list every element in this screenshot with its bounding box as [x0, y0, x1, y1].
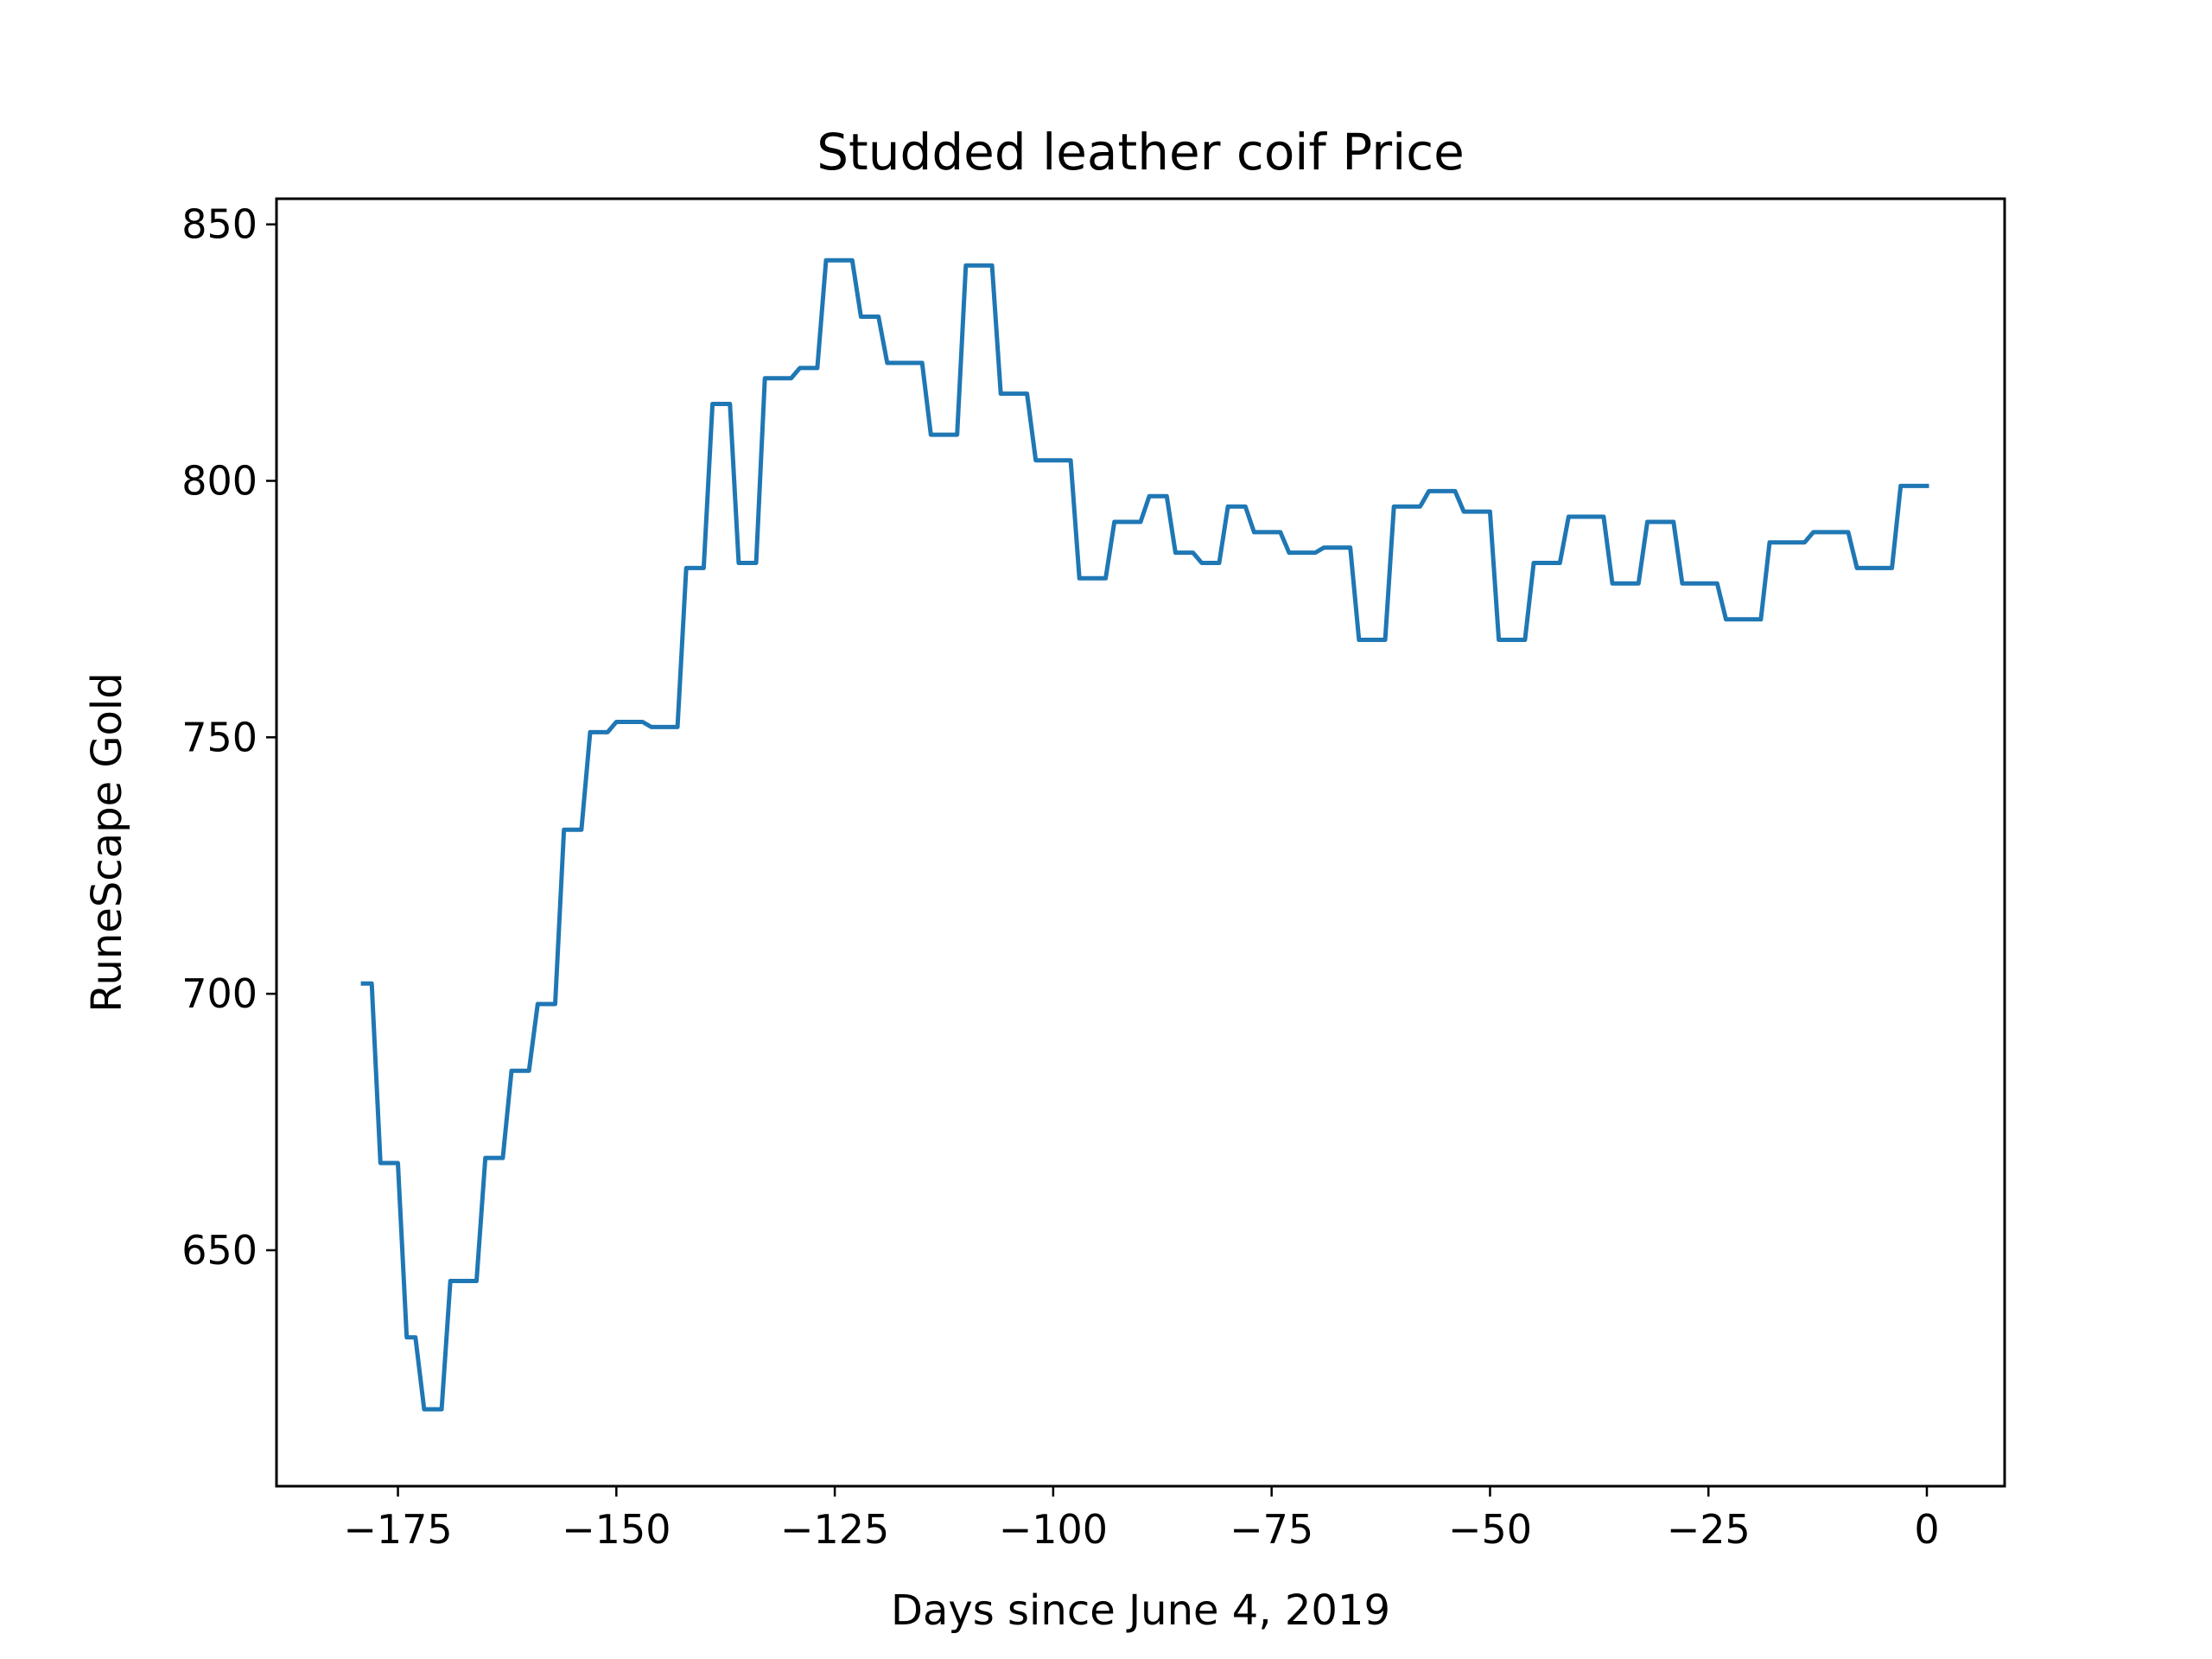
x-tick-label: −75 [1230, 1506, 1313, 1553]
x-tick-label: −150 [562, 1506, 671, 1553]
x-tick-label: −125 [780, 1506, 889, 1553]
chart-title: Studded leather coif Price [817, 123, 1465, 181]
y-tick-label: 700 [181, 970, 257, 1017]
plot-frame [275, 197, 2006, 1488]
y-tick-label: 650 [181, 1227, 257, 1274]
series-layer [360, 257, 1929, 1412]
x-axis: −175 −150 −125 −100 −75 −50 −25 0 [343, 1486, 1940, 1553]
x-tick-label: −25 [1667, 1506, 1751, 1553]
y-tick-label: 800 [181, 457, 257, 504]
y-tick-label: 850 [181, 201, 257, 248]
x-axis-label: Days since June 4, 2019 [891, 1586, 1390, 1635]
series-line-0 [360, 257, 1929, 1412]
x-tick-label: −100 [999, 1506, 1108, 1553]
x-tick-label: 0 [1914, 1506, 1939, 1553]
y-tick-label: 750 [181, 714, 257, 760]
y-axis: 650 700 750 800 850 [181, 201, 276, 1274]
x-tick-label: −50 [1448, 1506, 1532, 1553]
y-axis-label: RuneScape Gold [83, 672, 131, 1012]
x-tick-label: −175 [343, 1506, 452, 1553]
